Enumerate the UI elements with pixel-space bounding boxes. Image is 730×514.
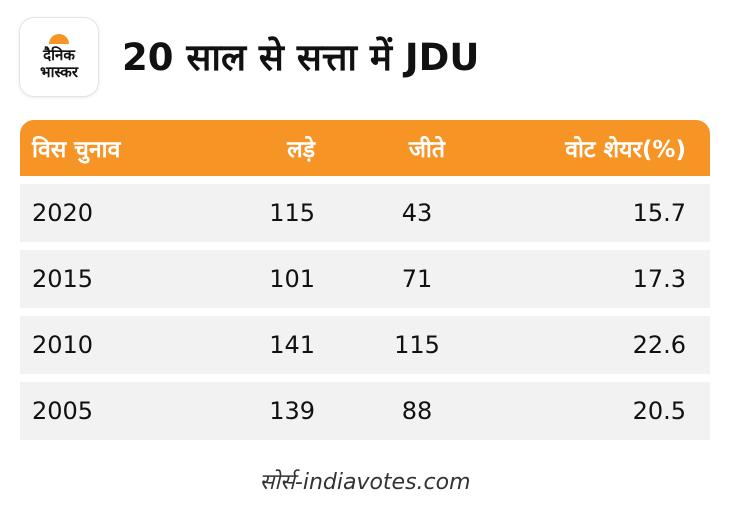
logo-line-2: भास्कर — [40, 63, 78, 81]
table-row: 2010 141 115 22.6 — [20, 316, 710, 374]
cell-vote-share: 17.3 — [632, 265, 686, 293]
cell-contested: 141 — [269, 331, 315, 359]
cell-vote-share: 22.6 — [632, 331, 686, 359]
cell-year: 2010 — [32, 331, 94, 359]
cell-year: 2020 — [32, 199, 94, 227]
results-table: विस चुनाव लड़े जीते वोट शेयर(%) 2020 115… — [20, 120, 710, 440]
cell-won: 88 — [401, 397, 433, 425]
logo-sun-icon — [49, 34, 69, 44]
header-contested: लड़े — [287, 137, 315, 163]
cell-contested: 115 — [269, 199, 315, 227]
dainik-bhaskar-logo: दैनिक भास्कर — [20, 18, 98, 96]
source-credit: सोर्स-indiavotes.com — [259, 470, 471, 495]
table-row: 2005 139 88 20.5 — [20, 382, 710, 440]
page-title: 20 साल से सत्ता में JDU — [122, 36, 480, 79]
table-row: 2020 115 43 15.7 — [20, 184, 710, 242]
cell-contested: 101 — [269, 265, 315, 293]
cell-vote-share: 15.7 — [632, 199, 686, 227]
header-won: जीते — [408, 137, 445, 163]
cell-vote-share: 20.5 — [632, 397, 686, 425]
header-election: विस चुनाव — [32, 137, 121, 163]
table-row: 2015 101 71 17.3 — [20, 250, 710, 308]
header-vote-share: वोट शेयर(%) — [565, 137, 686, 163]
cell-won: 115 — [394, 331, 440, 359]
table-header: विस चुनाव लड़े जीते वोट शेयर(%) — [20, 120, 710, 176]
cell-contested: 139 — [269, 397, 315, 425]
cell-won: 71 — [401, 265, 433, 293]
cell-year: 2005 — [32, 397, 94, 425]
cell-year: 2015 — [32, 265, 94, 293]
cell-won: 43 — [401, 199, 433, 227]
logo-line-1: दैनिक — [43, 46, 75, 64]
